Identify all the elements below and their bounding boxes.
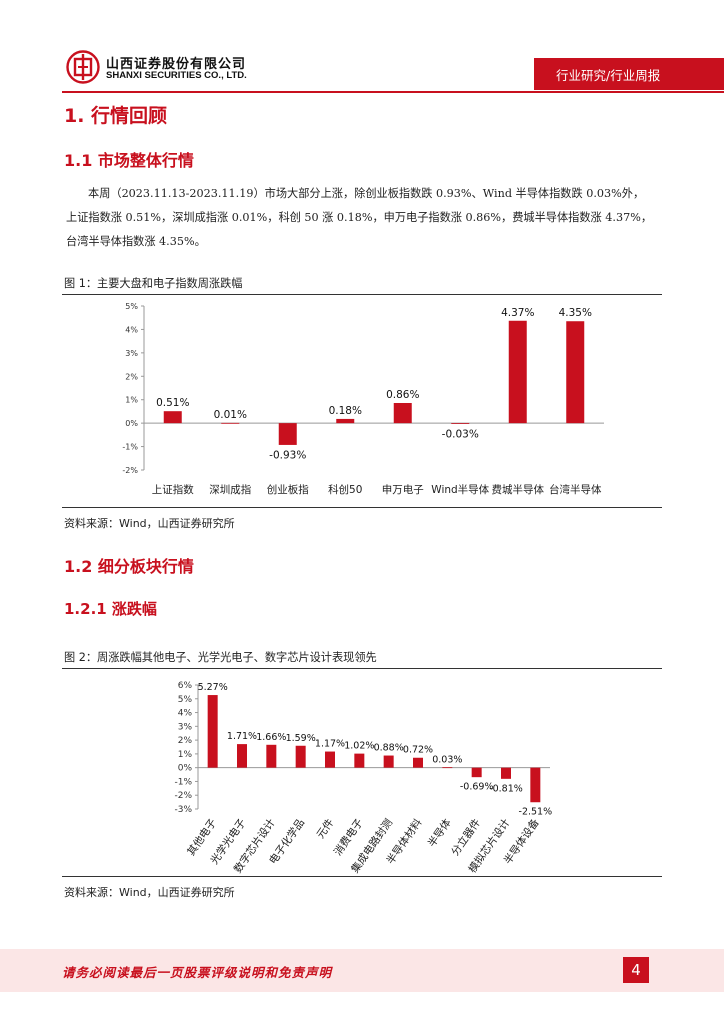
data-label: 0.01% xyxy=(214,409,247,421)
figure1-bar-chart: 5% 4% 3% 2% 1% 0% -1% -2% 0.51% 上证指数 0.01% 深圳成指 -0.9… xyxy=(122,302,604,496)
y-tick-label: 5% xyxy=(125,302,138,311)
data-label: -0.69% xyxy=(460,782,494,793)
market-summary-paragraph: 本周（2023.11.13-2023.11.19）市场大部分上涨，除创业板指数跌… xyxy=(66,182,666,254)
y-tick-label: 6% xyxy=(178,681,193,691)
header-divider xyxy=(62,91,724,93)
data-label: 5.27% xyxy=(198,682,228,693)
bar xyxy=(237,744,247,768)
bar xyxy=(295,745,306,768)
data-label: -0.93% xyxy=(269,449,306,461)
figure2-bottom-rule xyxy=(62,876,662,877)
x-tick-label: 科创50 xyxy=(328,483,362,496)
paragraph-line: 本周（2023.11.13-2023.11.19）市场大部分上涨，除创业板指数跌… xyxy=(88,187,645,200)
bar xyxy=(266,744,277,768)
x-tick-label: 半导体 xyxy=(425,816,454,850)
figure2-top-rule xyxy=(62,668,662,669)
section-heading-1-2-1: 1.2.1 涨跌幅 xyxy=(64,600,157,618)
y-tick-label: -1% xyxy=(122,443,138,452)
data-label: 0.18% xyxy=(329,405,362,417)
figure1-top-rule xyxy=(62,294,662,295)
y-tick-label: 0% xyxy=(125,419,138,428)
figure2-bar-chart: 6%5%4%3%2%1%0%-1%-2%-3%5.27%其他电子1.71%光学光… xyxy=(174,681,553,875)
figure2-title: 图 2：周涨跌幅其他电子、光学光电子、数字芯片设计表现领先 xyxy=(64,651,377,664)
y-tick-label: 2% xyxy=(125,372,138,381)
data-label: 1.71% xyxy=(227,731,257,742)
y-tick-label: 3% xyxy=(125,349,138,358)
bar xyxy=(383,755,394,768)
bar xyxy=(207,695,218,768)
data-label: 0.72% xyxy=(403,745,433,756)
data-label: -0.81% xyxy=(489,783,523,794)
footer-band xyxy=(0,949,724,992)
section-heading-1-2: 1.2 细分板块行情 xyxy=(64,557,194,576)
footer-disclaimer: 请务必阅读最后一页股票评级说明和免责声明 xyxy=(62,965,333,980)
data-label: -0.03% xyxy=(442,428,479,440)
bar xyxy=(393,402,412,424)
y-tick-label: -2% xyxy=(174,791,192,801)
bar xyxy=(530,767,541,803)
header-band xyxy=(534,58,724,90)
figure2-source: 资料来源：Wind，山西证券研究所 xyxy=(64,886,235,899)
y-tick-label: 5% xyxy=(178,695,193,705)
x-tick-label: 台湾半导体 xyxy=(549,483,602,496)
x-tick-label: 创业板指 xyxy=(267,483,309,496)
data-label: 1.17% xyxy=(315,739,345,750)
x-tick-label: 深圳成指 xyxy=(209,483,251,496)
section-heading-1: 1. 行情回顾 xyxy=(64,105,168,127)
bar xyxy=(336,418,355,424)
y-tick-label: 2% xyxy=(178,736,193,746)
report-type-label: 行业研究/行业周报 xyxy=(556,68,661,83)
bar xyxy=(413,757,423,768)
company-name-en: SHANXI SECURITIES CO., LTD. xyxy=(106,70,247,81)
data-label: 0.51% xyxy=(156,397,189,409)
data-label: 1.02% xyxy=(344,741,374,752)
figure1-bottom-rule xyxy=(62,507,662,508)
bar xyxy=(163,411,182,424)
x-tick-label: 费城半导体 xyxy=(492,483,545,496)
bar xyxy=(278,423,297,445)
company-logo-icon xyxy=(66,50,100,84)
y-tick-label: -3% xyxy=(174,805,192,815)
y-tick-label: 1% xyxy=(125,396,138,405)
y-tick-label: 1% xyxy=(178,750,193,760)
data-label: 4.35% xyxy=(559,307,592,319)
x-tick-label: 上证指数 xyxy=(152,483,194,496)
y-tick-label: 0% xyxy=(178,764,193,774)
y-tick-label: -1% xyxy=(174,777,192,787)
section-heading-1-1: 1.1 市场整体行情 xyxy=(64,151,194,170)
y-tick-label: 3% xyxy=(178,722,193,732)
company-name-cn: 山西证券股份有限公司 xyxy=(106,57,247,72)
figure1-title: 图 1：主要大盘和电子指数周涨跌幅 xyxy=(64,277,243,290)
bar xyxy=(566,321,585,424)
data-label: 1.59% xyxy=(286,733,316,744)
bar xyxy=(501,767,511,779)
data-label: 1.66% xyxy=(256,732,286,743)
bar xyxy=(325,751,335,768)
x-tick-label: 申万电子 xyxy=(382,483,424,496)
bar xyxy=(471,767,482,778)
data-label: 4.37% xyxy=(501,307,534,319)
paragraph-line: 上证指数涨 0.51%，深圳成指涨 0.01%，科创 50 涨 0.18%，申万… xyxy=(66,211,653,224)
bar xyxy=(221,422,240,424)
bar xyxy=(451,423,470,424)
y-tick-label: 4% xyxy=(125,325,138,334)
bar xyxy=(508,320,527,424)
data-label: 0.03% xyxy=(432,754,462,765)
bar xyxy=(354,753,365,768)
paragraph-line: 台湾半导体指数涨 4.35%。 xyxy=(66,235,206,248)
data-label: 0.86% xyxy=(386,389,419,401)
bar xyxy=(442,767,453,769)
data-label: 0.88% xyxy=(374,743,404,754)
x-tick-label: 元件 xyxy=(315,817,337,841)
y-tick-label: -2% xyxy=(122,466,138,475)
y-tick-label: 4% xyxy=(178,709,193,719)
x-tick-label: Wind半导体 xyxy=(431,483,489,496)
data-label: -2.51% xyxy=(519,807,553,818)
page-number: 4 xyxy=(623,957,649,983)
figure1-source: 资料来源：Wind，山西证券研究所 xyxy=(64,517,235,530)
